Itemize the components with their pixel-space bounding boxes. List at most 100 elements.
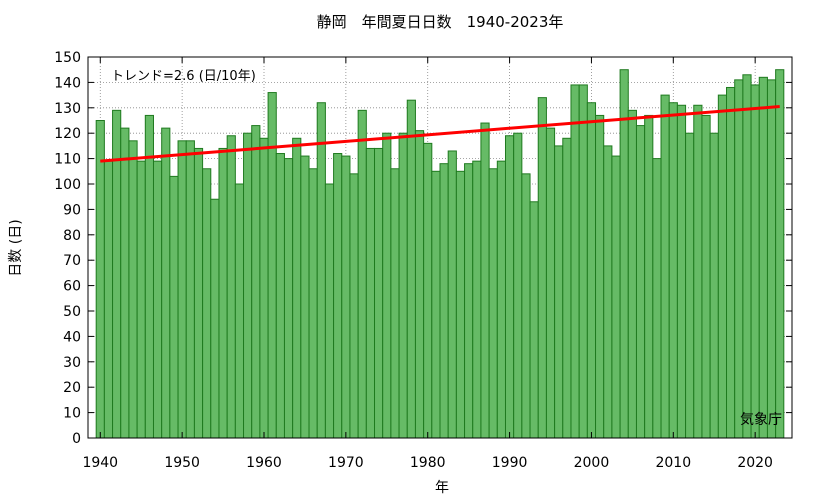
trend-layer [100,105,780,163]
bar [300,155,310,439]
bar [349,173,359,439]
bar [439,163,449,439]
bars [95,69,785,439]
bar [734,79,744,439]
y-tick-label: 140 [54,75,81,91]
bar [414,130,425,439]
bar [775,69,785,439]
bar [243,132,253,439]
bar [374,147,384,439]
bar [103,160,114,439]
bar [766,79,777,439]
y-tick-label: 20 [63,380,81,396]
plot-frame [87,56,793,439]
bar [431,170,441,439]
bar [218,147,228,439]
bar [333,153,343,439]
bar [324,183,335,439]
bar [390,168,400,439]
y-tick-label: 50 [63,304,81,320]
bar [382,132,392,439]
y-tick-label: 120 [54,126,81,142]
bar [554,145,564,439]
bar [668,102,678,439]
bar [144,114,154,439]
source-label: 気象庁 [740,412,782,428]
bar [537,97,547,439]
bar [177,140,187,439]
bar [726,86,736,439]
bar [292,137,302,439]
x-tick-label: 2020 [737,455,773,471]
bar [611,155,621,439]
x-tick-label: 1980 [410,455,446,471]
y-tick-label: 150 [54,50,81,66]
x-tick-label: 1990 [492,455,528,471]
bar [308,168,318,439]
bar [152,160,163,439]
bar [742,74,752,439]
x-axis-label: 年 [435,480,449,496]
bar [251,125,261,439]
bar [595,114,605,439]
bar [693,104,703,439]
bar [529,201,539,439]
x-tick-label: 2000 [574,455,610,471]
y-tick-label: 130 [54,101,81,117]
bar [193,147,204,439]
y-tick-label: 80 [63,228,81,244]
bar [267,92,277,439]
bar [513,132,523,439]
x-ticks: 1940 1950 1960 1970 1980 1990 2000 2010 2020 [82,57,773,471]
bar [472,160,482,439]
y-ticks: 0 10 20 30 40 50 60 70 80 90 100 110 120 130 140 150 [54,50,792,447]
bar [226,135,236,439]
bar [521,173,531,439]
bar [504,135,515,439]
bar [447,150,457,439]
y-tick-label: 10 [63,406,81,422]
bar [283,158,294,439]
bar [562,137,572,439]
x-tick-label: 1960 [246,455,282,471]
y-tick-label: 100 [54,177,81,193]
trend-line [100,105,780,163]
bar [234,183,245,439]
y-tick-label: 60 [63,279,81,295]
bar [545,127,556,439]
x-tick-label: 1950 [164,455,200,471]
bar [341,155,351,439]
bar [496,160,506,439]
y-tick-label: 0 [72,431,81,447]
y-axis-label: 日数 (日) [8,219,24,276]
bar [635,125,646,439]
bar [627,109,637,439]
bar [398,132,408,439]
y-tick-label: 30 [63,355,81,371]
bar [275,153,285,439]
bar [758,76,768,439]
y-tick-label: 40 [63,329,81,345]
trend-label: トレンド=2.6 (日/10年) [111,69,256,84]
bar [128,140,138,439]
bar [717,94,728,439]
bar [357,109,367,439]
bar [709,132,719,439]
bar [95,120,105,439]
bar [202,168,212,439]
bar [169,175,179,439]
x-tick-label: 2010 [655,455,691,471]
bar [685,132,695,439]
bar [480,122,490,439]
y-tick-label: 90 [63,202,81,218]
bar [455,170,466,439]
bar [660,94,670,439]
bar [136,160,146,439]
bar [185,140,195,439]
bar [488,168,498,439]
bar [586,102,597,439]
bar [161,127,171,439]
y-tick-label: 110 [54,152,81,168]
bar [578,84,588,439]
